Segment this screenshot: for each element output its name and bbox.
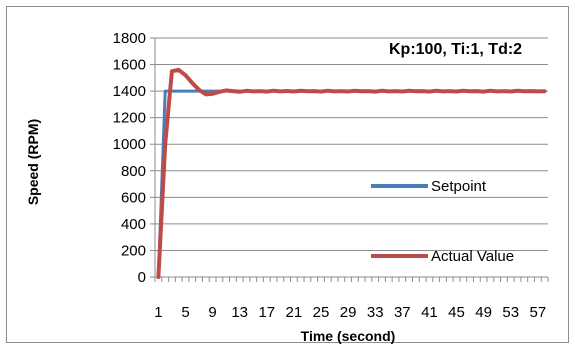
- y-tick-label: 1400: [113, 83, 146, 100]
- x-tick-label: 9: [208, 304, 216, 321]
- y-axis-title: Speed (RPM): [25, 119, 41, 205]
- y-tick-label: 1800: [113, 30, 146, 47]
- legend: Setpoint Actual Value: [371, 178, 514, 265]
- y-tick-label: 1200: [113, 110, 146, 127]
- x-tick-label: 49: [475, 304, 492, 321]
- label-layer: 0 200 400 600 800 1000 1200 1400 1600 1800 1 5 9 13 17…: [113, 30, 547, 321]
- x-tick-label: 5: [181, 304, 189, 321]
- x-tick-label: 41: [421, 304, 438, 321]
- axis-layer: [150, 37, 549, 282]
- x-tick-label: 13: [231, 304, 248, 321]
- legend-label-setpoint: Setpoint: [431, 178, 487, 195]
- y-tick-label: 200: [121, 242, 146, 259]
- series-line-actual-value: [156, 67, 547, 279]
- x-tick-label: 21: [286, 304, 303, 321]
- x-tick-label: 29: [340, 304, 357, 321]
- legend-label-actual-value: Actual Value: [431, 248, 514, 265]
- chart-annotation: Kp:100, Ti:1, Td:2: [389, 41, 522, 58]
- x-tick-label: 17: [258, 304, 275, 321]
- x-tick-label: 53: [502, 304, 519, 321]
- grid-layer: [155, 37, 548, 251]
- x-tick-label: 33: [367, 304, 384, 321]
- x-tick-label: 57: [529, 304, 546, 321]
- y-tick-label: 800: [121, 163, 146, 180]
- y-tick-label: 1600: [113, 57, 146, 74]
- x-tick-label: 37: [394, 304, 411, 321]
- x-tick-label: 45: [448, 304, 465, 321]
- x-axis-title: Time (second): [301, 328, 396, 344]
- chart-frame: [6, 6, 569, 343]
- y-tick-label: 0: [138, 269, 146, 286]
- y-tick-label: 600: [121, 189, 146, 206]
- series-layer: [156, 67, 547, 279]
- x-tick-label: 1: [154, 304, 162, 321]
- y-tick-label: 1000: [113, 136, 146, 153]
- y-tick-label: 400: [121, 216, 146, 233]
- x-tick-label: 25: [313, 304, 330, 321]
